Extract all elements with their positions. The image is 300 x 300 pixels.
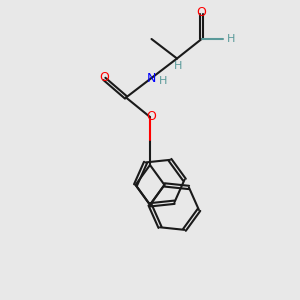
Text: O: O	[197, 6, 206, 20]
Text: H: H	[159, 76, 167, 86]
Text: H: H	[174, 61, 183, 71]
Text: O: O	[100, 71, 109, 84]
Text: H: H	[226, 34, 235, 44]
Text: N: N	[147, 71, 156, 85]
Text: O: O	[147, 110, 156, 124]
